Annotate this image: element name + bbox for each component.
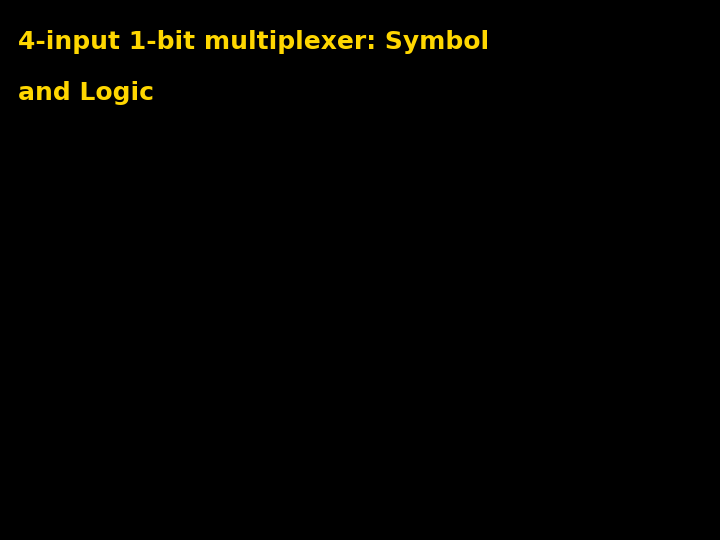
Text: X$_3$: X$_3$: [382, 342, 399, 360]
Text: X$_0$: X$_0$: [61, 431, 80, 449]
Text: s$_1$: s$_1$: [136, 530, 150, 540]
Text: X$_1$: X$_1$: [61, 370, 80, 388]
Text: X$_1$: X$_1$: [546, 342, 564, 360]
Text: s$_0$: s$_0$: [160, 530, 174, 540]
Text: s$_0$: s$_0$: [640, 132, 656, 147]
Text: X$_0$: X$_0$: [631, 342, 649, 360]
Text: z: z: [250, 340, 259, 359]
Text: X$_2$: X$_2$: [462, 342, 479, 360]
Text: 13: 13: [693, 518, 710, 532]
Text: X$_2$: X$_2$: [61, 310, 80, 328]
Text: and Logic: and Logic: [18, 81, 154, 105]
Text: X$_3$: X$_3$: [61, 251, 80, 268]
Text: s$_1$: s$_1$: [382, 132, 398, 147]
Text: Z: Z: [610, 532, 621, 540]
Text: 4-input 1-bit multiplexer: Symbol: 4-input 1-bit multiplexer: Symbol: [18, 30, 489, 53]
